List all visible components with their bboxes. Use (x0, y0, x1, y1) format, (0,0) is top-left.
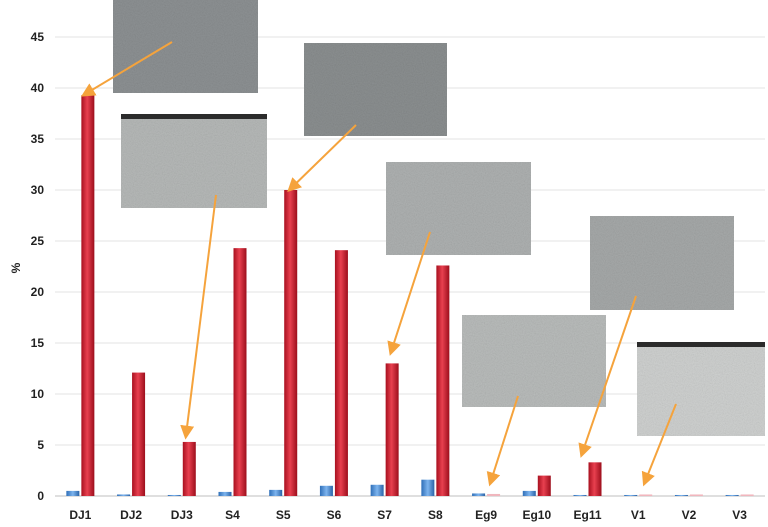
micrograph-image (386, 162, 531, 255)
bar-series-1-S7 (370, 484, 384, 496)
micrograph-insets (113, 0, 765, 436)
micrograph-edge-band (121, 114, 267, 119)
y-axis-label: % (9, 262, 23, 273)
bar-series-1-DJ1 (66, 490, 80, 496)
y-tick-label: 35 (31, 132, 45, 146)
micrograph-inset-DJ1 (113, 0, 258, 93)
micrograph-image (121, 114, 267, 208)
bar-series-1-V2 (674, 494, 688, 496)
annotation-arrow-DJ3 (180, 194, 217, 440)
y-tick-label: 25 (31, 234, 45, 248)
micrograph-image (304, 43, 447, 136)
annotation-arrow-S5 (287, 124, 357, 192)
bar-series-1-Eg9 (472, 493, 486, 496)
bar-series-2-DJ2 (132, 372, 146, 496)
micrograph-inset-V1 (637, 342, 765, 436)
micrograph-image (462, 315, 606, 407)
bar-series-2-V3 (740, 494, 754, 496)
bar-series-2-V1 (639, 494, 653, 496)
x-tick-label: S5 (276, 508, 291, 522)
bar-series-2-S4 (233, 248, 247, 496)
x-tick-label: DJ3 (171, 508, 193, 522)
micrograph-inset-Eg9 (462, 315, 606, 407)
y-tick-label: 5 (37, 438, 44, 452)
bar-series-1-S4 (218, 491, 232, 496)
annotation-arrows (80, 41, 677, 487)
micrograph-image (590, 216, 734, 310)
bars (66, 95, 754, 496)
micrograph-image (113, 0, 258, 93)
x-tick-label: V3 (732, 508, 747, 522)
bar-series-1-Eg10 (522, 490, 536, 496)
micrograph-inset-Eg11 (590, 216, 734, 310)
bar-series-2-S6 (334, 250, 348, 496)
x-tick-label: Eg9 (475, 508, 497, 522)
bar-series-2-S5 (284, 190, 298, 496)
bar-series-2-DJ1 (81, 95, 95, 496)
x-tick-label: S4 (225, 508, 240, 522)
x-tick-label: Eg10 (522, 508, 551, 522)
x-tick-label: S8 (428, 508, 443, 522)
bar-series-2-V2 (689, 494, 703, 496)
bar-series-1-S5 (269, 489, 283, 496)
micrograph-edge-band (637, 342, 765, 347)
y-tick-label: 15 (31, 336, 45, 350)
micrograph-image (637, 342, 765, 436)
bar-series-1-S8 (421, 479, 435, 496)
bar-series-2-S8 (436, 265, 450, 496)
bar-series-1-DJ2 (117, 494, 131, 496)
y-tick-label: 20 (31, 285, 45, 299)
micrograph-inset-S7 (386, 162, 531, 255)
annotation-arrow-V1 (641, 403, 677, 487)
x-tick-label: V2 (682, 508, 697, 522)
bar-series-1-V1 (624, 494, 638, 496)
bar-series-1-DJ3 (167, 494, 181, 496)
x-tick-label: V1 (631, 508, 646, 522)
y-tick-label: 10 (31, 387, 45, 401)
y-tick-label: 45 (31, 30, 45, 44)
y-tick-label: 0 (37, 489, 44, 503)
annotation-arrow-S7 (387, 231, 431, 356)
annotation-arrow-Eg11 (578, 295, 637, 458)
bar-series-2-Eg9 (487, 493, 501, 496)
x-tick-label: S7 (377, 508, 392, 522)
annotation-arrow-DJ1 (80, 41, 173, 97)
y-tick-label: 30 (31, 183, 45, 197)
bar-series-2-DJ3 (182, 441, 196, 496)
x-tick-label: DJ1 (69, 508, 91, 522)
x-tick-label: DJ2 (120, 508, 142, 522)
bar-series-2-Eg10 (537, 475, 551, 496)
y-tick-label: 40 (31, 81, 45, 95)
x-tick-label: S6 (327, 508, 342, 522)
annotation-arrow-Eg9 (486, 395, 519, 487)
x-axis-ticks: DJ1 DJ2 DJ3 S4 S5 S6 S7 S8 Eg9 Eg10 Eg11 V1 V2 V3 (69, 508, 747, 522)
micrograph-inset-DJ3 (121, 114, 267, 208)
y-axis: 0 5 10 15 20 25 30 35 40 45 (31, 30, 45, 503)
bar-series-2-Eg11 (588, 462, 602, 496)
bar-series-1-V3 (725, 494, 739, 496)
bar-series-1-S6 (319, 485, 333, 496)
bar-series-1-Eg11 (573, 494, 587, 496)
micrograph-inset-S5 (304, 43, 447, 136)
bar-series-2-S7 (385, 363, 399, 496)
x-tick-label: Eg11 (573, 508, 601, 522)
